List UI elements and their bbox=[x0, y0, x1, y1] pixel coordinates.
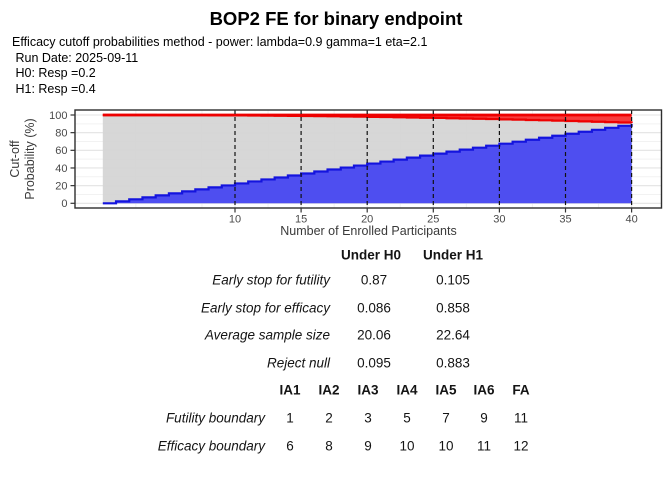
bnd-header: IA4 bbox=[396, 382, 418, 397]
perf-value: 0.858 bbox=[436, 300, 470, 315]
bnd-value: 10 bbox=[438, 438, 454, 453]
method-line: Efficacy cutoff probabilities method - p… bbox=[12, 35, 428, 49]
y-tick-label: 0 bbox=[61, 198, 67, 210]
bnd-value: 10 bbox=[399, 438, 415, 453]
panel-border bbox=[74, 109, 663, 209]
perf-row-label-efficacy: Early stop for efficacy bbox=[200, 300, 330, 315]
perf-row-label-futility: Early stop for futility bbox=[212, 272, 330, 287]
plot-title: BOP2 FE for binary endpoint bbox=[209, 8, 463, 29]
perf-value: 0.105 bbox=[436, 272, 470, 287]
bnd-value: 3 bbox=[364, 410, 372, 425]
bnd-header: IA2 bbox=[318, 382, 340, 397]
y-tick-label: 100 bbox=[49, 110, 67, 122]
bnd-header: IA6 bbox=[473, 382, 495, 397]
bnd-header: IA1 bbox=[279, 382, 301, 397]
bnd-value: 12 bbox=[513, 438, 529, 453]
bnd-value: 9 bbox=[480, 410, 488, 425]
y-axis-title-line1: Cut-off bbox=[8, 140, 22, 178]
run-date-line: Run Date: 2025-09-11 bbox=[12, 51, 139, 65]
perf-value: 20.06 bbox=[357, 327, 391, 343]
bnd-value: 2 bbox=[325, 410, 333, 425]
futility-cutoff-line bbox=[102, 123, 633, 205]
h0-line: H0: Resp =0.2 bbox=[12, 66, 96, 80]
x-tick-label: 30 bbox=[493, 214, 505, 226]
perf-header-h1: Under H1 bbox=[422, 247, 484, 263]
y-tick-label: 40 bbox=[55, 163, 67, 175]
bnd-header: IA3 bbox=[357, 382, 379, 397]
y-axis-title-line2: Probability (%) bbox=[23, 118, 37, 200]
x-tick-label: 10 bbox=[229, 214, 241, 226]
bnd-value: 9 bbox=[364, 438, 372, 453]
bnd-value: 8 bbox=[325, 438, 333, 453]
bnd-value: 6 bbox=[286, 438, 294, 453]
perf-value: 0.883 bbox=[436, 355, 470, 370]
bnd-value: 11 bbox=[476, 438, 492, 453]
bnd-row-label-futility: Futility boundary bbox=[165, 410, 265, 425]
bnd-value: 1 bbox=[286, 410, 294, 425]
x-tick-label: 40 bbox=[625, 214, 637, 226]
x-tick-label: 35 bbox=[559, 214, 571, 226]
bnd-value: 11 bbox=[513, 410, 529, 425]
x-tick-label: 25 bbox=[427, 214, 439, 226]
perf-value: 0.095 bbox=[357, 355, 391, 370]
efficacy-stop-region bbox=[102, 115, 632, 123]
x-tick-label: 20 bbox=[361, 214, 373, 226]
perf-row-label-avg-n: Average sample size bbox=[204, 327, 330, 343]
y-tick-label: 20 bbox=[55, 180, 67, 192]
x-tick-label: 15 bbox=[295, 214, 307, 226]
bnd-value: 7 bbox=[442, 410, 450, 425]
h1-line: H1: Resp =0.4 bbox=[12, 82, 96, 96]
y-tick-label: 80 bbox=[55, 127, 67, 139]
bnd-header: FA bbox=[512, 382, 530, 397]
bnd-header: IA5 bbox=[435, 382, 457, 397]
x-axis-title: Number of Enrolled Participants bbox=[280, 224, 457, 238]
perf-row-label-reject: Reject null bbox=[266, 355, 330, 370]
y-tick-label: 60 bbox=[55, 145, 67, 157]
perf-value: 0.87 bbox=[360, 272, 388, 287]
bnd-row-label-efficacy: Efficacy boundary bbox=[157, 438, 265, 453]
perf-value: 0.086 bbox=[357, 300, 391, 315]
y-axis-title: Cut-off Probability (%) bbox=[8, 118, 38, 199]
bnd-value: 5 bbox=[403, 410, 411, 425]
perf-value: 22.64 bbox=[436, 327, 470, 343]
perf-header-h0: Under H0 bbox=[340, 247, 402, 263]
